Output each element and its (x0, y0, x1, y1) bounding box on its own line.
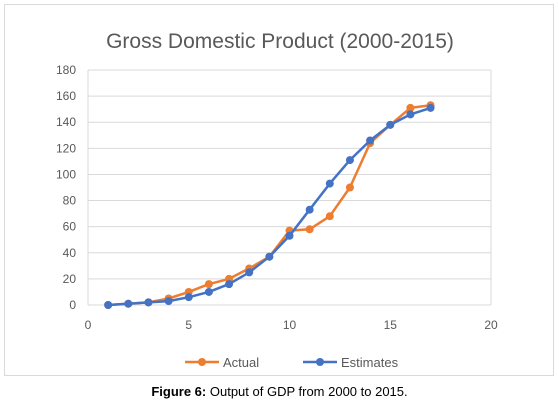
gridlines (87, 69, 492, 306)
data-point-actual (305, 225, 314, 234)
data-point-actual (204, 280, 213, 289)
x-tick-label: 20 (484, 318, 498, 332)
x-tick-label: 0 (85, 318, 92, 332)
data-point-estimates (265, 252, 274, 261)
y-tick-label: 20 (63, 272, 77, 286)
data-point-estimates (305, 205, 314, 214)
chart-title: Gross Domestic Product (2000-2015) (106, 30, 454, 53)
y-tick-label: 40 (63, 246, 77, 260)
legend-item-actual: Actual (185, 355, 259, 370)
data-point-actual (325, 212, 334, 221)
data-point-estimates (144, 298, 153, 307)
y-tick-label: 100 (56, 167, 76, 181)
y-tick-label: 0 (69, 298, 76, 312)
line-chart: Gross Domestic Product (2000-2015) 0 20 40… (56, 30, 498, 370)
y-tick-label: 160 (56, 89, 76, 103)
y-tick-label: 80 (63, 194, 77, 208)
data-point-estimates (325, 179, 334, 188)
legend-marker (316, 358, 324, 366)
data-point-estimates (386, 120, 395, 129)
x-tick-label: 5 (185, 318, 192, 332)
series-estimates (104, 103, 435, 309)
caption-text: Output of GDP from 2000 to 2015. (206, 384, 408, 399)
figure-caption: Figure 6: Output of GDP from 2000 to 201… (0, 384, 559, 399)
y-tick-label: 60 (63, 220, 77, 234)
data-point-estimates (426, 103, 435, 112)
axes: 0 20 40 60 80 100 120 140 160 180 0 5 10 15 20 (56, 63, 498, 332)
series-actual (104, 101, 435, 309)
data-point-estimates (366, 136, 375, 145)
chart-area: Gross Domestic Product (2000-2015) 0 20 40… (4, 4, 554, 376)
x-tick-label: 10 (283, 318, 297, 332)
data-point-estimates (124, 299, 133, 308)
legend-label: Estimates (341, 355, 399, 370)
y-tick-label: 180 (56, 63, 76, 77)
data-point-estimates (184, 293, 193, 302)
data-point-estimates (245, 268, 254, 277)
data-point-estimates (225, 280, 234, 289)
series-layer (104, 101, 435, 309)
series-line-estimates (108, 106, 431, 307)
data-point-estimates (345, 156, 354, 165)
data-point-estimates (406, 110, 415, 119)
legend: Actual Estimates (185, 355, 399, 370)
caption-label: Figure 6: (151, 384, 207, 399)
data-point-actual (406, 103, 415, 112)
data-point-estimates (104, 301, 113, 309)
y-tick-label: 120 (56, 141, 76, 155)
legend-marker (198, 358, 206, 366)
data-point-estimates (285, 231, 294, 240)
y-tick-label: 140 (56, 115, 76, 129)
data-point-estimates (204, 287, 213, 296)
series-line-actual (108, 104, 431, 307)
x-tick-label: 15 (384, 318, 398, 332)
legend-item-estimates: Estimates (303, 355, 399, 370)
data-point-estimates (164, 297, 173, 306)
data-point-actual (345, 183, 354, 192)
legend-label: Actual (223, 355, 259, 370)
